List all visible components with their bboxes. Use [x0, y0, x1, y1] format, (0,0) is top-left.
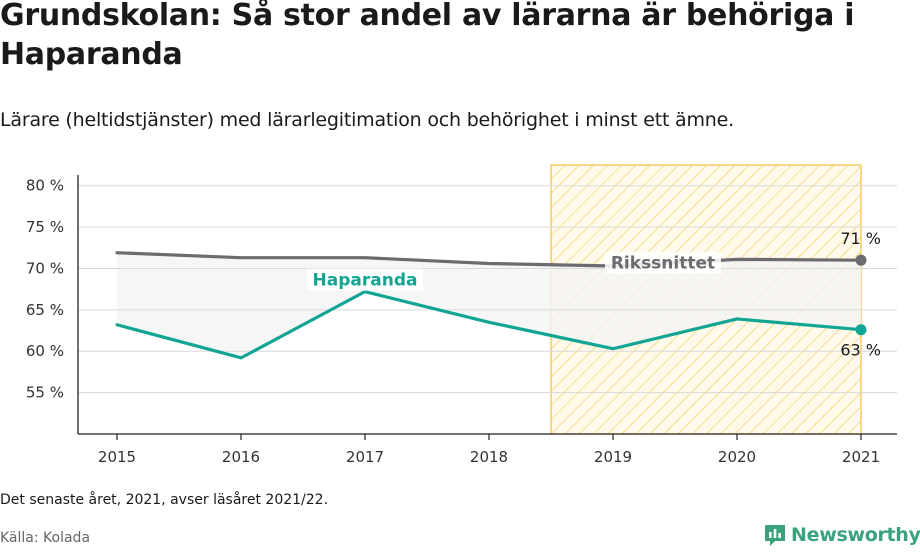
x-tick-label: 2019 — [594, 448, 632, 466]
gap-band — [117, 252, 861, 358]
brand-name: Newsworthy — [791, 524, 920, 546]
chart-title: Grundskolan: Så stor andel av lärarna är… — [0, 0, 855, 72]
riksnittet-end-label: 71 % — [840, 229, 881, 248]
haparanda-line — [115, 290, 863, 360]
y-tick-label: 55 % — [26, 384, 64, 402]
x-tick-label: 2020 — [718, 448, 756, 466]
y-tick-label: 80 % — [26, 177, 64, 195]
chart-subtitle: Lärare (heltidstjänster) med lärarlegiti… — [0, 109, 734, 131]
y-tick-label: 75 % — [26, 218, 64, 236]
chart-source: Källa: Kolada — [0, 530, 91, 546]
chart-footnote: Det senaste året, 2021, avser läsåret 20… — [0, 492, 329, 508]
riksnittet-series-label: Rikssnittet — [611, 254, 715, 274]
haparanda-series-label: Haparanda — [313, 271, 418, 291]
haparanda-end-label: 63 % — [840, 341, 881, 360]
x-tick-label: 2018 — [470, 448, 508, 466]
haparanda-end-point — [855, 324, 867, 336]
bar-chart-icon — [765, 525, 785, 546]
haparanda-label-bg — [307, 268, 423, 291]
newsworthy-logo: Newsworthy — [764, 520, 920, 550]
riksnittet-label-bg — [605, 251, 721, 274]
riksnittet-end-point — [855, 254, 867, 266]
y-tick-label: 65 % — [26, 301, 64, 319]
x-tick-label: 2015 — [98, 448, 136, 466]
y-tick-label: 60 % — [26, 342, 64, 360]
x-tick-label: 2017 — [346, 448, 384, 466]
y-tick-label: 70 % — [26, 259, 64, 277]
riksnittet-line — [115, 251, 863, 268]
x-tick-label: 2016 — [222, 448, 260, 466]
line-chart: 55 % 60 % 65 % 70 % 75 % 80 % 2015 2016 2017 201… — [26, 164, 897, 466]
x-tick-label: 2021 — [842, 448, 880, 466]
